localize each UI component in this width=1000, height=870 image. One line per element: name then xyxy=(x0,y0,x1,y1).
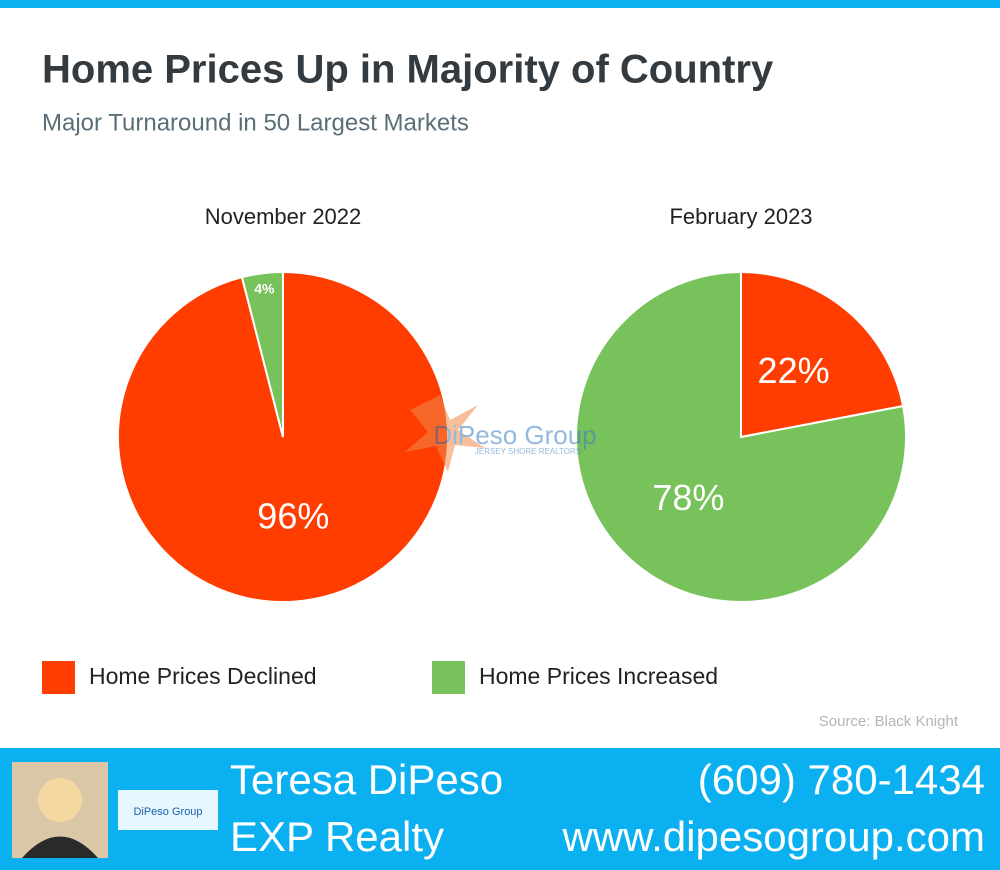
watermark-tagline: JERSEY SHORE REALTORS xyxy=(475,447,581,456)
pie-title: February 2023 xyxy=(669,204,812,229)
title: Home Prices Up in Majority of Country xyxy=(42,48,774,92)
pie-slice xyxy=(240,270,284,438)
agent-name: Teresa DiPeso xyxy=(230,756,503,803)
legend-label: Home Prices Declined xyxy=(89,663,317,689)
photo-face xyxy=(38,778,82,822)
photo-body xyxy=(22,836,98,858)
top-border xyxy=(0,0,1000,8)
slice-label: 22% xyxy=(758,350,830,391)
subtitle: Major Turnaround in 50 Largest Markets xyxy=(42,109,469,136)
footer-logo xyxy=(118,790,218,830)
legend-swatch xyxy=(432,661,465,694)
slice-label: 96% xyxy=(257,495,329,536)
website: www.dipesogroup.com xyxy=(561,813,985,860)
pie-slice xyxy=(740,270,905,439)
watermark-name: DiPeso Group xyxy=(433,420,596,450)
phone: (609) 780-1434 xyxy=(698,756,985,803)
legend-swatch xyxy=(42,661,75,694)
slice-label: 4% xyxy=(254,280,275,296)
legend-label: Home Prices Increased xyxy=(479,663,718,689)
slice-label: 78% xyxy=(652,477,724,518)
watermark: DiPeso Group JERSEY SHORE REALTORS xyxy=(405,395,597,472)
company: EXP Realty xyxy=(230,813,444,860)
pie-slice xyxy=(575,270,907,603)
pie-title: November 2022 xyxy=(205,204,362,229)
footer-logo-text: DiPeso Group xyxy=(133,806,202,818)
watermark-star xyxy=(405,395,485,472)
charts: November 2022 96% 4% February 2023 22% 78% xyxy=(117,204,907,603)
legend: Home Prices Declined Home Prices Increase… xyxy=(42,661,718,694)
source: Source: Black Knight xyxy=(819,713,959,730)
